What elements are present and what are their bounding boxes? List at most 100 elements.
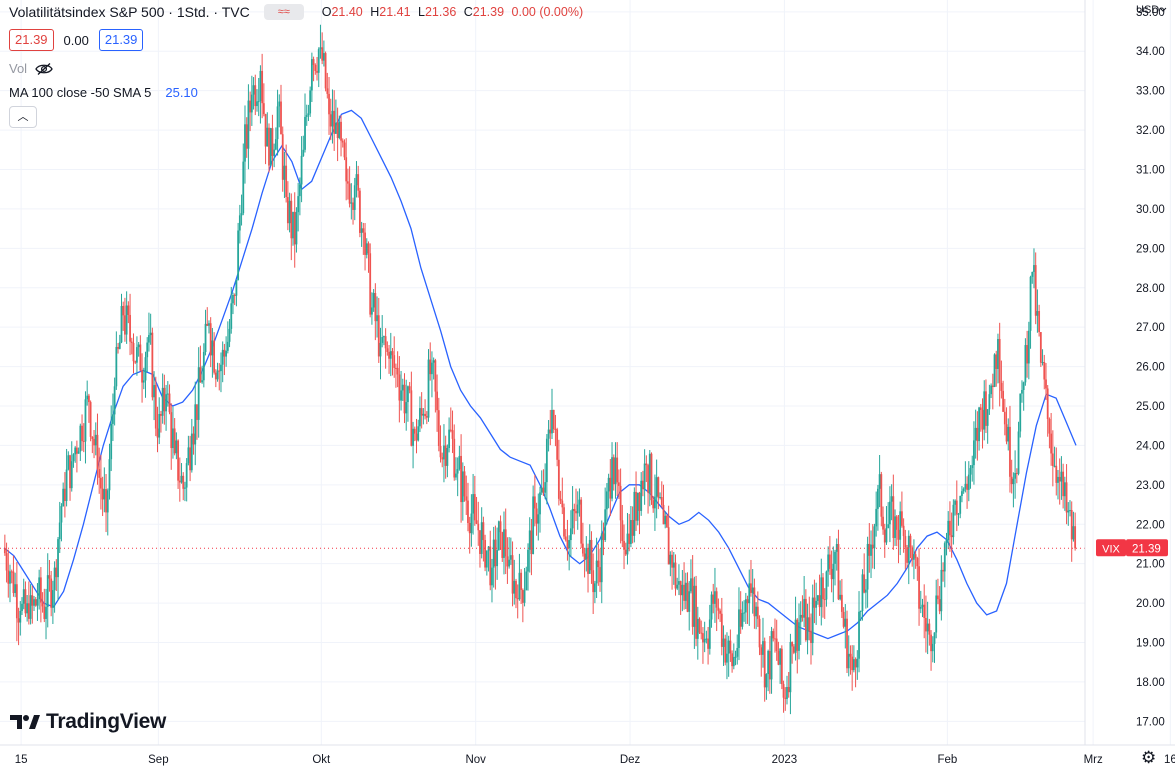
gear-icon[interactable]: ⚙	[1141, 748, 1157, 767]
candle-body	[1003, 411, 1006, 425]
candle-body	[871, 544, 874, 549]
candle-body	[343, 142, 346, 158]
candle-body	[827, 554, 830, 572]
candle-body	[350, 202, 353, 204]
candle-body	[652, 500, 655, 509]
candle-body	[892, 496, 895, 538]
candle-body	[631, 520, 634, 536]
candle-body	[741, 613, 744, 627]
candle-body	[616, 457, 619, 483]
candle-body	[804, 598, 807, 641]
candle-body	[705, 638, 708, 640]
candle-body	[532, 496, 535, 554]
candle-body	[393, 355, 396, 368]
candle-body	[863, 574, 866, 593]
candle-body	[182, 475, 185, 489]
candle-body	[190, 433, 193, 471]
candle-body	[895, 516, 898, 530]
candle-body	[93, 438, 95, 446]
candle-body	[566, 540, 569, 549]
candle-body	[467, 500, 469, 524]
candle-body	[376, 315, 378, 322]
candle-body	[674, 562, 677, 589]
candle-body	[573, 508, 576, 512]
buy-price-box[interactable]: 21.39	[98, 29, 144, 51]
close-value: 21.39	[472, 5, 505, 19]
candle-body	[883, 529, 886, 543]
candle-body	[160, 413, 162, 416]
indicator-legend[interactable]: MA 100 close -50 SMA 5 25.10	[9, 85, 198, 100]
candle-body	[346, 181, 349, 184]
candle-body	[250, 94, 253, 113]
candle-body	[477, 523, 480, 531]
candle-body	[504, 529, 507, 557]
candle-body	[472, 494, 475, 514]
candle-body	[666, 515, 668, 528]
candle-body	[127, 305, 130, 315]
candle-body	[693, 585, 696, 627]
candle-body	[132, 342, 135, 362]
candle-body	[971, 465, 974, 469]
candle-body	[110, 423, 113, 460]
candle-body	[528, 530, 531, 550]
candle-body	[786, 686, 788, 699]
wave-compare-icon[interactable]: ≈≈	[263, 4, 304, 20]
x-tick-label: Feb	[937, 754, 957, 766]
candle-body	[909, 535, 912, 548]
candle-body	[516, 598, 519, 600]
candle-body	[482, 522, 485, 541]
y-tick-label: 35.00	[1136, 7, 1165, 19]
candle-body	[86, 395, 89, 400]
candle-body	[141, 370, 143, 383]
candle-body	[569, 528, 572, 541]
candle-body	[371, 307, 373, 315]
candle-body	[878, 474, 881, 489]
candle-body	[233, 294, 236, 296]
ma-line-group	[3, 109, 1077, 640]
candle-body	[187, 447, 190, 464]
candle-body	[938, 599, 941, 612]
candle-body	[952, 504, 955, 538]
candle-body	[784, 697, 787, 699]
candle-body	[655, 477, 658, 497]
candle-body	[461, 471, 464, 503]
candle-body	[564, 536, 567, 541]
candle-body	[686, 582, 689, 612]
candle-body	[734, 656, 737, 658]
candle-body	[422, 413, 425, 416]
symbol-title[interactable]: Volatilitätsindex S&P 500 · 1Std. · TVC	[9, 4, 250, 20]
candle-body	[1036, 311, 1039, 316]
eye-crossed-icon[interactable]	[35, 62, 53, 76]
candle-body	[1050, 433, 1053, 454]
candle-body	[787, 686, 790, 693]
candle-body	[732, 657, 735, 667]
candle-body	[65, 469, 68, 501]
candle-body	[244, 124, 246, 162]
candle-body	[744, 599, 747, 613]
candle-body	[199, 367, 202, 383]
candle-body	[365, 243, 368, 255]
tradingview-logo[interactable]: TradingView	[10, 710, 166, 734]
candle-body	[1033, 265, 1035, 272]
candle-body	[930, 634, 932, 652]
y-tick-label: 32.00	[1136, 125, 1165, 137]
candle-body	[355, 174, 358, 186]
candle-body	[81, 425, 83, 442]
candle-body	[844, 618, 847, 627]
chevron-up-icon[interactable]: ︿	[9, 106, 37, 128]
candle-body	[331, 110, 334, 127]
candle-body	[94, 434, 97, 446]
sell-price-box[interactable]: 21.39	[9, 29, 54, 51]
candle-body	[811, 597, 814, 644]
x-tick-label: 16	[1164, 754, 1175, 766]
candle-body	[818, 595, 821, 608]
candle-body	[340, 121, 342, 141]
indicator-label: MA 100 close -50 SMA 5	[9, 85, 152, 100]
candle-body	[401, 384, 404, 391]
candle-body	[389, 351, 392, 359]
candle-body	[38, 577, 41, 600]
symbol-tag	[1096, 539, 1126, 557]
candle-body	[748, 583, 751, 604]
candle-body	[316, 70, 318, 73]
